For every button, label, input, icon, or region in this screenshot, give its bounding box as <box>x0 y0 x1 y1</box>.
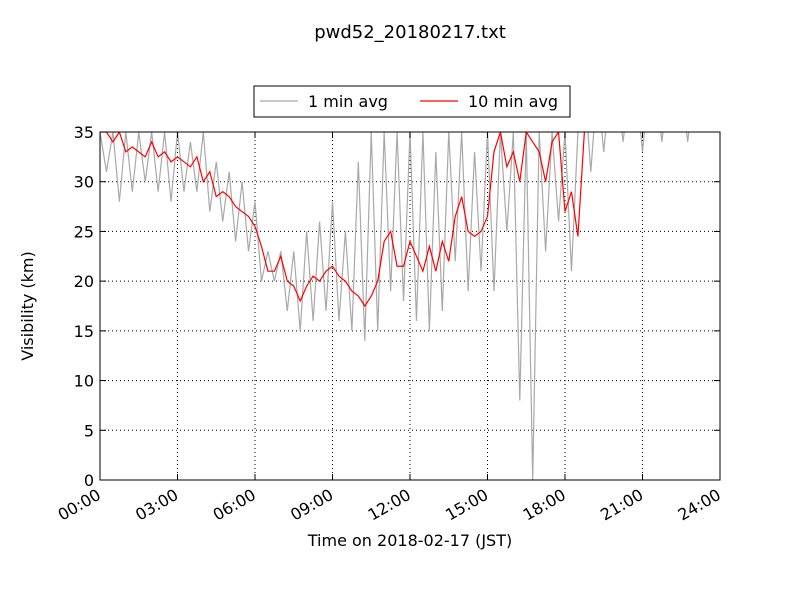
chart-title: pwd52_20180217.txt <box>314 22 506 43</box>
y-tick-label: 10 <box>74 372 94 391</box>
x-axis-label: Time on 2018-02-17 (JST) <box>307 531 512 550</box>
legend-label: 10 min avg <box>468 92 558 111</box>
y-tick-label: 0 <box>84 471 94 490</box>
series-line <box>100 132 585 308</box>
y-axis-label: Visibility (km) <box>18 251 37 360</box>
legend: 1 min avg 10 min avg <box>253 85 571 118</box>
legend-label: 1 min avg <box>308 92 388 111</box>
legend-box <box>253 85 571 118</box>
y-tick-label: 35 <box>74 123 94 142</box>
plot-lines <box>100 132 690 480</box>
y-tick-label: 5 <box>84 421 94 440</box>
y-tick-label: 25 <box>74 222 94 241</box>
y-tick-label: 20 <box>74 272 94 291</box>
y-tick-label: 15 <box>74 322 94 341</box>
y-tick-label: 30 <box>74 173 94 192</box>
